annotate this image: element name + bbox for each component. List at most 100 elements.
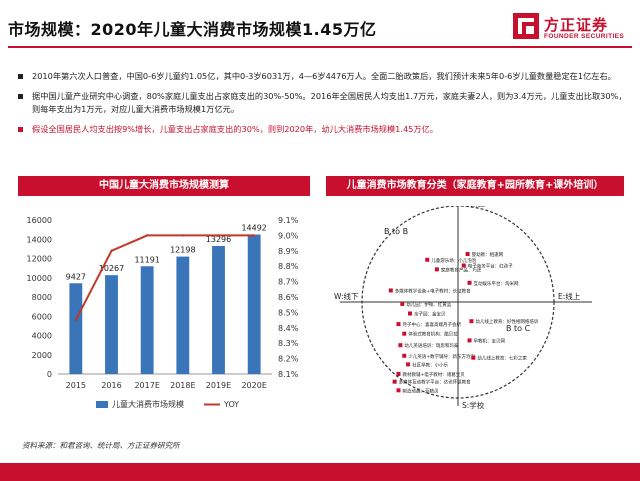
point-marker — [471, 355, 476, 360]
x-tick-label: 2016 — [101, 381, 121, 390]
yoy-point — [252, 234, 256, 237]
bullet-list: 2010年第六次人口普查，中国0-6岁儿童约1.05亿，其中0-3岁6031万，… — [16, 70, 628, 143]
bar — [247, 234, 261, 374]
bar-data-label: 12198 — [170, 246, 195, 255]
point-label: 月子中心：喜喜高端月子会所 — [402, 321, 461, 328]
point-marker — [425, 257, 430, 262]
right-panel-title: 儿童消费市场教育分类（家庭教育+园所教育+课外培训） — [326, 176, 624, 196]
point-marker — [402, 353, 407, 358]
axis-label-west: W:线下 — [334, 291, 359, 301]
point-marker — [406, 362, 411, 367]
point-label: 多媒体教学设备+电子教材：长征教育 — [395, 287, 471, 294]
bullet-item-1: 2010年第六次人口普查，中国0-6岁儿童约1.05亿，其中0-3岁6031万，… — [16, 70, 628, 83]
y2-tick-label: 8.1% — [278, 370, 299, 379]
point-label: 社区早教：小小乐 — [412, 361, 448, 368]
axis-label-north: N:家庭 — [462, 206, 486, 208]
y2-tick-label: 8.9% — [278, 247, 299, 256]
bar-data-label: 11191 — [134, 255, 159, 264]
page-title: 市场规模：2020年儿童大消费市场规模1.45万亿 — [8, 20, 377, 39]
point-label: 教材教辅+电子教材：诸葛宝贝 — [402, 371, 465, 378]
y2-tick-label: 8.5% — [278, 308, 299, 317]
x-tick-label: 2020E — [241, 381, 266, 390]
point-label: 婴幼教：相逢网 — [472, 251, 504, 258]
point-marker — [408, 311, 412, 316]
yoy-point — [110, 249, 113, 252]
point-marker — [402, 331, 407, 336]
education-classification-diagram: N:家庭 S:学校 W:线下 E:线上 B to B 儿童游乐场：小儿泡泡家庭教育产品：巧… — [334, 206, 592, 410]
title-divider — [8, 46, 632, 48]
point-label: 制造动画：蓝精灵 — [402, 387, 438, 394]
logo-text-cn: 方正证券 — [544, 16, 609, 34]
yoy-point — [217, 234, 220, 237]
point-marker — [469, 319, 474, 324]
quadrant-label-btob: B to B — [384, 227, 408, 236]
y2-tick-label: 8.7% — [278, 278, 299, 287]
axis-label-south: S:学校 — [462, 400, 485, 410]
source-note: 资料来源：和君咨询、统计局、方正证券研究所 — [22, 441, 180, 450]
yoy-point — [74, 318, 78, 322]
bar — [212, 246, 225, 374]
y2-tick-label: 9.0% — [278, 231, 299, 240]
y2-tick-label: 9.1% — [278, 216, 299, 225]
y2-tick-label: 8.6% — [278, 293, 299, 302]
point-label: 幼儿线上教育：七彩之家 — [477, 355, 527, 362]
left-panel-title: 中国儿童大消费市场规模测算 — [18, 176, 310, 196]
x-tick-label: 2017E — [134, 381, 159, 390]
point-marker — [392, 379, 397, 384]
bar-data-label: 10267 — [99, 264, 124, 273]
bullet-item-2: 据中国儿童产业研究中心调查，80%家庭儿童支出占家庭支出的30%-50%。201… — [16, 90, 628, 116]
y-tick-label: 6000 — [32, 312, 52, 321]
point-label: 体验式教育机构：酷贝拉 — [408, 331, 458, 338]
point-label: 少儿英语+数学辅导：新东方泡泡 — [408, 353, 475, 360]
point-label: 儿童游乐场：小儿泡泡 — [431, 257, 476, 264]
point-label: 互动娱乐平台：淘米网 — [474, 280, 519, 287]
footer-bar — [0, 463, 640, 481]
bullet-item-3: 假设全国居民人均支出按9%增长，儿童支出占家庭支出的30%，则到2020年，幼儿… — [16, 123, 628, 136]
point-label: 电子商务平台：红孩子 — [468, 263, 513, 270]
founder-logo-icon — [513, 13, 539, 39]
yoy-line — [74, 234, 255, 321]
y-tick-label: 8000 — [32, 293, 52, 302]
y2-tick-label: 8.4% — [278, 324, 299, 333]
point-marker — [388, 288, 393, 293]
point-label: 亲子园：金宝贝 — [414, 311, 446, 318]
bar-data-label: 13296 — [206, 235, 231, 244]
quadrant-label-btoc: B to C — [506, 324, 531, 333]
legend-line-label: YOY — [223, 400, 239, 409]
brand-logo: 方正证券 FOUNDER SECURITIES — [512, 12, 634, 44]
point-label: 家庭教育产品：巧虎 — [441, 266, 482, 273]
bar — [176, 256, 190, 374]
point-label: 幼儿英语培训：瑞思和玛泰 — [404, 342, 458, 349]
point-label: 幼儿园：伊顿、红黄蓝 — [406, 301, 451, 308]
bar-data-label: 9427 — [66, 272, 86, 281]
point-marker — [465, 252, 470, 256]
y2-tick-label: 8.8% — [278, 262, 299, 271]
logo-text-en: FOUNDER SECURITIES — [544, 33, 625, 40]
point-marker — [396, 372, 401, 376]
y-tick-label: 14000 — [27, 235, 52, 244]
point-marker — [398, 343, 403, 348]
point-label: 幼儿线上教育：好性格网络培训 — [475, 318, 538, 325]
bar — [140, 266, 154, 374]
bar — [69, 283, 83, 374]
x-tick-label: 2019E — [206, 381, 231, 390]
bar-data-label: 14492 — [241, 224, 266, 233]
point-marker — [396, 388, 401, 393]
bar — [105, 275, 118, 374]
y2-tick-label: 8.2% — [278, 355, 299, 364]
legend-bar-label: 儿童大消费市场规模 — [112, 399, 184, 409]
point-marker — [434, 267, 439, 272]
point-marker — [400, 301, 405, 306]
yoy-point — [181, 234, 185, 237]
y-tick-label: 10000 — [27, 274, 52, 283]
point-marker — [396, 322, 401, 327]
y2-tick-label: 8.3% — [278, 339, 299, 348]
y-tick-label: 0 — [47, 370, 52, 379]
point-label: 早教机：宝贝网 — [474, 337, 506, 344]
point-label: 多媒体互动教学平台：达讯怀恩教育 — [399, 379, 471, 386]
point-marker — [461, 263, 466, 268]
market-size-chart: 0 2000 4000 6000 8000 10000 12000 14000 16000 8.1… — [27, 216, 299, 409]
point-marker — [467, 280, 472, 285]
legend-bar-swatch — [96, 401, 108, 408]
y-tick-label: 12000 — [27, 255, 52, 264]
